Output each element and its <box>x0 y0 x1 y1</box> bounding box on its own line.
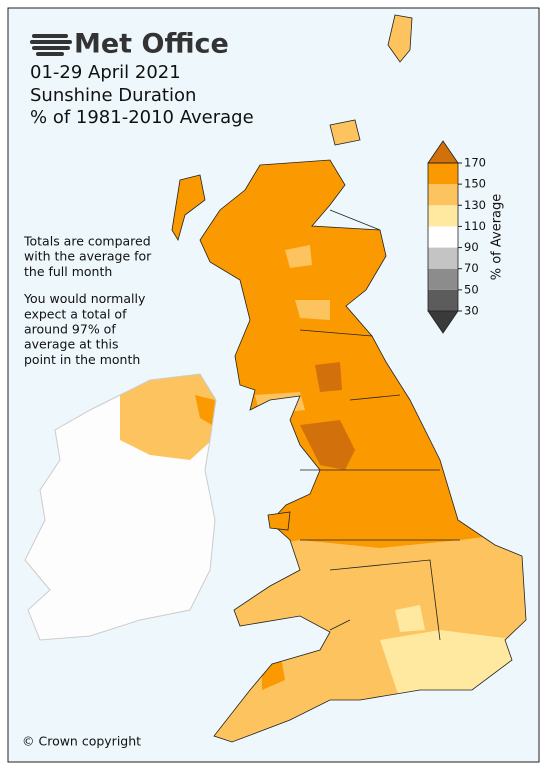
tick-label: 150 <box>464 177 486 191</box>
note-line: You would normally <box>23 291 146 306</box>
note-line: with the average for <box>24 249 152 264</box>
title-line: % of 1981-2010 Average <box>30 107 254 128</box>
colorbar-band <box>428 163 458 185</box>
note-line: Totals are compared <box>23 234 151 249</box>
tick-label: 130 <box>464 198 486 212</box>
logo: Met Office <box>30 29 229 60</box>
note-line: average at this <box>24 337 119 352</box>
note-line: around 97% of <box>24 322 116 337</box>
colorbar-band <box>428 247 458 269</box>
tick-label: 30 <box>464 304 479 318</box>
tick-label: 90 <box>464 240 479 254</box>
title-line: 01-29 April 2021 <box>30 62 181 83</box>
logo-text: Met Office <box>74 29 229 60</box>
colorbar-band <box>428 268 458 290</box>
copyright: © Crown copyright <box>22 734 141 749</box>
tick-label: 170 <box>464 156 486 170</box>
colorbar-band <box>428 184 458 206</box>
colorbar-outline <box>427 162 459 312</box>
colorbar: 30 50 70 90 110 130 150 170 % of Average <box>427 140 505 334</box>
title-line: Sunshine Duration <box>30 85 196 106</box>
tick-label: 70 <box>464 261 479 275</box>
tick-label: 110 <box>464 219 486 233</box>
colorbar-band <box>428 205 458 227</box>
colorbar-band <box>428 289 458 311</box>
colorbar-band <box>428 226 458 248</box>
note-line: the full month <box>24 264 112 279</box>
note-line: expect a total of <box>24 306 127 321</box>
tick-label: 50 <box>464 282 479 296</box>
colorbar-label: % of Average <box>490 194 505 281</box>
note-line: point in the month <box>24 352 140 367</box>
